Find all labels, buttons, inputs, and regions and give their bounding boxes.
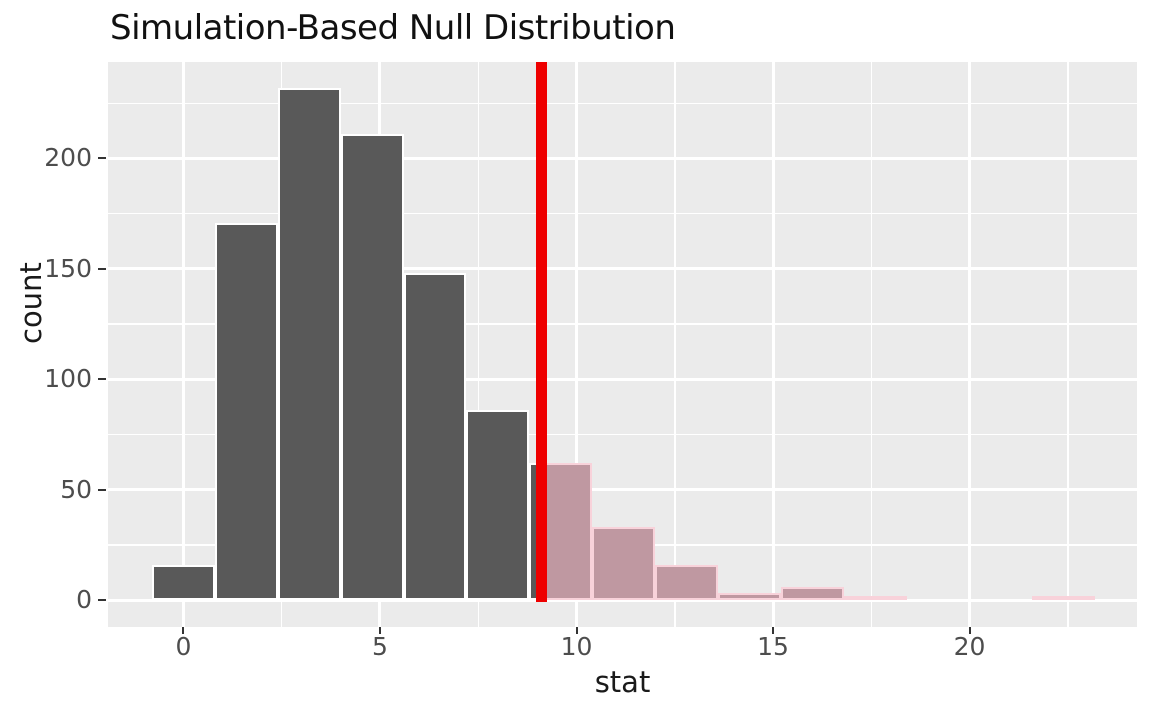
x-tick-mark [378,627,381,634]
gridline-minor-vertical [477,62,479,627]
y-tick-label: 0 [76,585,92,614]
x-tick-label: 20 [953,632,986,661]
histogram-bar-shaded [1032,595,1096,600]
gridline-major-vertical [771,62,775,627]
gridline-minor-vertical [674,62,676,627]
y-tick-mark [98,488,106,491]
y-tick-label: 200 [44,143,92,173]
histogram-bar [277,87,341,600]
plot-title: Simulation-Based Null Distribution [110,8,676,48]
histogram-bar [403,273,467,600]
gridline-major-vertical [968,62,972,627]
x-tick-label: 10 [560,632,593,661]
y-tick-mark [98,157,106,160]
x-tick-label: 15 [757,632,789,661]
gridline-minor-vertical [870,62,873,627]
histogram-bar-shaded-part [541,463,593,600]
histogram-bar [214,222,278,600]
histogram-bar [466,410,530,600]
gridline-major-vertical [181,62,185,627]
gridline-major-horizontal [108,377,1137,381]
x-axis-title: stat [594,665,651,699]
gridline-minor-horizontal [108,323,1137,325]
histogram-bar [340,134,404,600]
x-tick-mark [575,627,578,634]
gridline-minor-horizontal [108,433,1137,436]
x-tick-label: 5 [372,632,388,661]
x-tick-label: 0 [175,632,192,661]
y-tick-label: 50 [60,474,92,504]
histogram-bar-shaded [592,527,656,600]
histogram-bar-shaded [780,586,844,600]
histogram-bar-shaded [843,595,907,600]
gridline-major-horizontal [108,488,1137,492]
y-tick-label: 150 [44,253,92,283]
gridline-major-vertical [575,62,578,627]
y-tick-mark [98,599,106,601]
y-tick-label: 100 [44,364,92,394]
x-tick-mark [772,627,775,634]
x-tick-mark [182,627,185,634]
observed-stat-line [535,62,547,602]
y-tick-mark [98,378,106,381]
gridline-major-horizontal [108,598,1137,602]
gridline-major-horizontal [108,156,1137,160]
x-tick-mark [968,627,971,634]
histogram-bar-shaded [718,593,781,600]
gridline-major-horizontal [108,267,1137,271]
gridline-minor-horizontal [108,212,1137,215]
gridline-minor-horizontal [108,102,1137,105]
histogram-bar [152,564,215,600]
gridline-minor-vertical [1067,62,1069,627]
y-tick-mark [98,267,106,270]
plot-panel [108,62,1137,627]
histogram-bar-shaded [655,564,718,600]
